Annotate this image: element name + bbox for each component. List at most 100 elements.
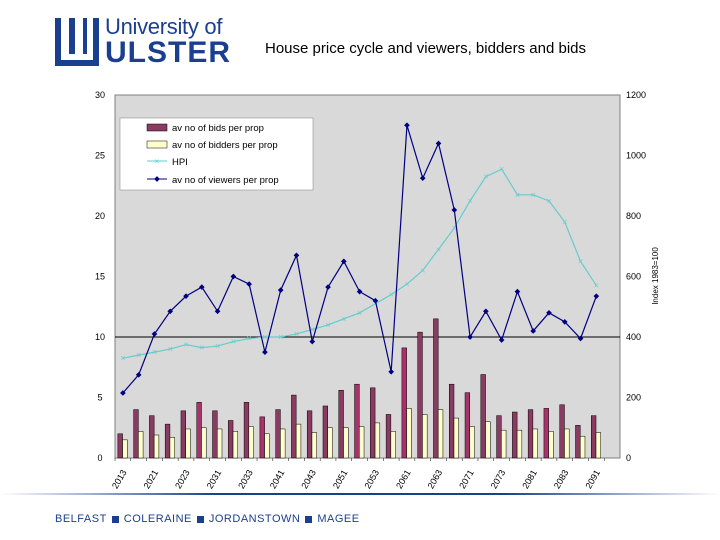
bidders-bar xyxy=(453,417,459,459)
bids-bar xyxy=(401,347,407,459)
bidders-bar xyxy=(437,409,444,459)
footer-divider xyxy=(0,493,720,495)
legend-swatch-bidders xyxy=(146,140,168,149)
hpi-point: × xyxy=(310,324,315,334)
x-tick-label: 2063 xyxy=(426,468,445,490)
legend-label-bidders: av no of bidders per prop xyxy=(172,140,278,151)
bidders-bar xyxy=(217,428,223,459)
x-tick-label: 2061 xyxy=(394,468,413,490)
hpi-point: × xyxy=(389,290,394,300)
left-tick-label: 15 xyxy=(95,272,105,282)
campus-coleraine[interactable]: COLERAINE xyxy=(123,513,192,525)
bids-bar xyxy=(543,408,549,459)
hpi-point: × xyxy=(294,329,299,339)
bidders-bar xyxy=(153,434,160,459)
x-tick-label: 2051 xyxy=(331,468,350,490)
viewers-point xyxy=(198,284,205,290)
bidders-bar xyxy=(469,426,475,459)
viewers-point xyxy=(514,288,521,295)
x-tick-label: 2021 xyxy=(142,468,161,490)
hpi-point: × xyxy=(562,217,567,227)
viewers-point xyxy=(498,337,505,343)
ulster-shield-icon xyxy=(55,18,99,66)
legend-swatch-bids xyxy=(146,123,168,132)
bids-bar xyxy=(527,409,534,459)
viewers-point xyxy=(404,122,410,129)
bids-bar xyxy=(591,415,597,459)
viewers-point xyxy=(530,328,537,334)
bidders-bar xyxy=(185,428,191,459)
hpi-point: × xyxy=(436,244,441,254)
x-tick-label: 2041 xyxy=(268,468,287,490)
bidders-bar xyxy=(374,422,381,459)
bids-bar xyxy=(464,392,471,459)
right-tick-label: 0 xyxy=(626,453,631,463)
x-tick-label: 2091 xyxy=(583,468,602,490)
x-tick-label: 2083 xyxy=(552,468,571,490)
hpi-point: × xyxy=(325,320,330,330)
bidders-bar xyxy=(280,428,286,459)
viewers-point xyxy=(483,308,489,315)
hpi-point: × xyxy=(152,347,157,357)
bidders-bar xyxy=(485,421,491,459)
bids-bar xyxy=(575,425,581,459)
left-tick-label: 20 xyxy=(95,211,105,221)
left-tick-label: 5 xyxy=(97,393,102,403)
bidders-bar xyxy=(595,432,601,459)
x-tick-label: 2071 xyxy=(457,468,476,490)
legend-label-hpi: HPI xyxy=(172,157,188,168)
x-tick-label: 2031 xyxy=(205,468,224,490)
viewers-point xyxy=(546,309,552,316)
hpi-point: × xyxy=(373,299,378,309)
square-bullet-icon xyxy=(305,515,313,523)
bids-bar xyxy=(212,410,218,459)
bids-bar xyxy=(322,405,328,459)
bids-bar xyxy=(133,409,139,459)
hpi-point: × xyxy=(199,343,204,353)
bidders-bar xyxy=(406,408,412,459)
x-tick-label: 2033 xyxy=(236,468,255,490)
legend-marker-hpi: × xyxy=(155,157,160,166)
viewers-point xyxy=(325,284,331,290)
square-bullet-icon xyxy=(111,515,119,523)
hpi-point: × xyxy=(278,332,283,342)
hpi-point: × xyxy=(578,256,583,266)
left-tick-label: 30 xyxy=(95,90,105,100)
bids-bar xyxy=(480,374,486,459)
right-tick-label: 400 xyxy=(626,332,641,342)
hpi-point: × xyxy=(357,308,362,318)
hpi-point: × xyxy=(168,344,173,354)
bidders-bar xyxy=(248,426,254,459)
bidders-bar xyxy=(501,429,507,459)
bids-bar xyxy=(433,318,439,459)
hpi-point: × xyxy=(247,334,252,344)
bidders-bar xyxy=(264,433,270,459)
hpi-line xyxy=(122,168,597,359)
right-tick-label: 600 xyxy=(626,272,641,282)
legend-marker-viewers xyxy=(154,176,160,182)
bids-bar xyxy=(448,383,455,459)
bids-bar xyxy=(417,331,423,459)
right-tick-label: 1200 xyxy=(626,90,646,100)
hpi-point: × xyxy=(262,332,267,342)
right-tick-label: 200 xyxy=(626,393,641,403)
bids-bar xyxy=(196,402,202,459)
x-tick-label: 2053 xyxy=(362,468,381,490)
campus-belfast[interactable]: BELFAST xyxy=(55,513,107,525)
viewers-point xyxy=(388,368,395,375)
campus-magee[interactable]: MAGEE xyxy=(317,513,360,525)
legend-label-bids: av no of bids per prop xyxy=(172,123,264,134)
viewers-point xyxy=(340,258,347,265)
slide-title: House price cycle and viewers, bidders a… xyxy=(265,40,586,57)
left-tick-label: 0 xyxy=(97,453,102,463)
hpi-point: × xyxy=(215,341,220,351)
bids-bar xyxy=(354,383,360,459)
viewers-point xyxy=(135,371,142,378)
hpi-point: × xyxy=(515,190,520,200)
campus-jordanstown[interactable]: JORDANSTOWN xyxy=(208,513,301,525)
hpi-point: × xyxy=(231,337,236,347)
viewers-point xyxy=(356,288,363,295)
hpi-point: × xyxy=(420,265,425,275)
bids-bar xyxy=(117,433,123,459)
university-logo[interactable]: University of ULSTER xyxy=(55,14,235,70)
